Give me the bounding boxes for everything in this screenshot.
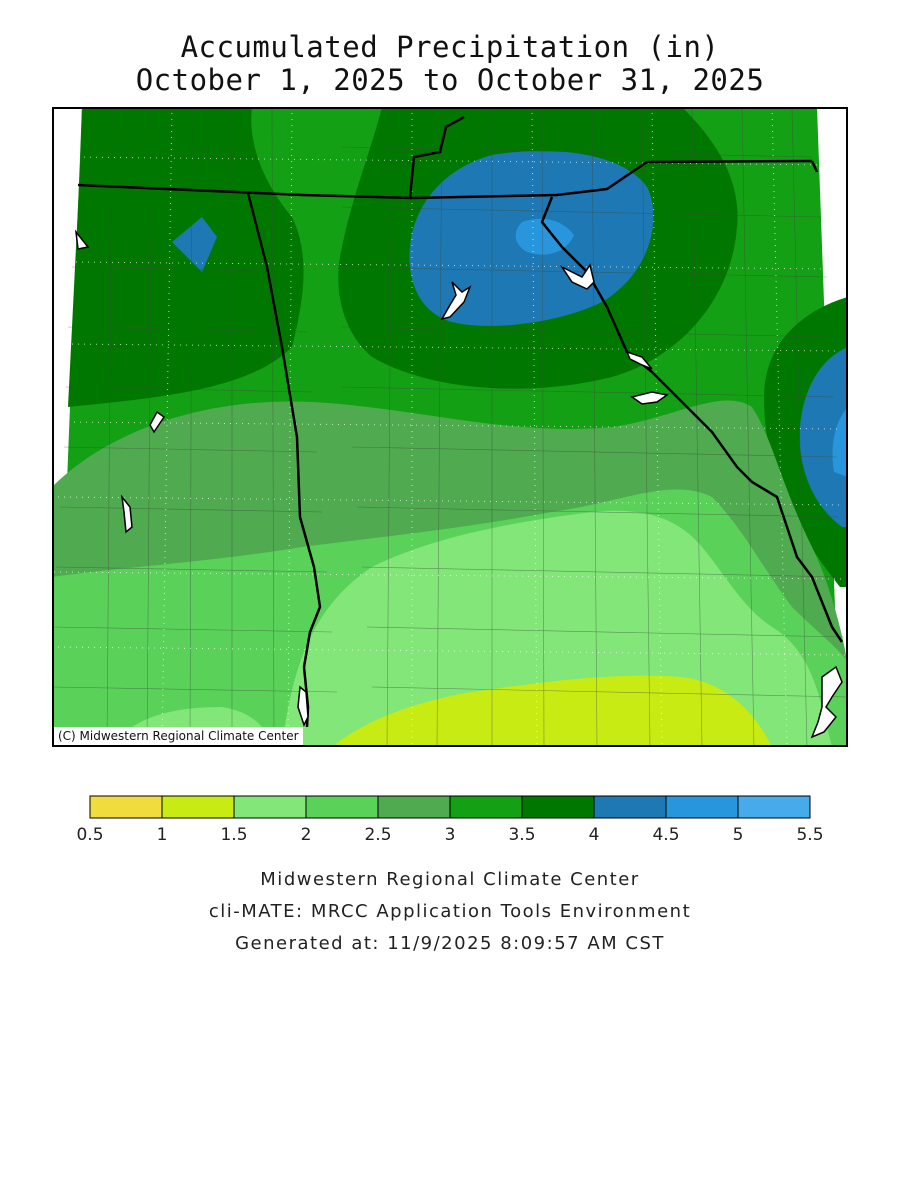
band-3.5to4-upper	[68, 107, 304, 407]
map-frame-border	[52, 107, 848, 747]
legend-swatches	[89, 795, 811, 819]
legend-tick-label: 5.5	[796, 825, 823, 845]
legend-tick-label: 1.5	[220, 825, 247, 845]
legend-tick-label: 4.5	[652, 825, 679, 845]
water-bodies	[74, 229, 843, 739]
legend-tick-label: 3.5	[508, 825, 535, 845]
legend-swatch-1-1.5	[161, 795, 235, 819]
legend-tick-label: 3	[445, 825, 456, 845]
legend-swatch-3.5-4	[521, 795, 595, 819]
legend-swatch-5-5.5	[737, 795, 811, 819]
legend-tick-label: 1	[157, 825, 168, 845]
lake-lanier	[559, 263, 595, 290]
ms-reservoir	[149, 410, 166, 434]
map-date-range: October 1, 2025 to October 31, 2025	[135, 63, 765, 97]
state-border-ky-tn	[408, 115, 465, 198]
county-lines	[52, 107, 848, 747]
mobile-bay	[297, 685, 309, 727]
legend-swatch-2-2.5	[305, 795, 379, 819]
map-title: Accumulated Precipitation (in)	[180, 30, 720, 64]
legend-tick-label: 5	[733, 825, 744, 845]
precipitation-map	[52, 107, 848, 747]
band-4to4.5-west	[172, 217, 217, 272]
legend-swatch-3-3.5	[449, 795, 523, 819]
state-border-ms-al	[246, 192, 322, 728]
ark-notch	[74, 229, 90, 250]
legend-tick-label: 2	[301, 825, 312, 845]
footer-tool: cli-MATE: MRCC Application Tools Environ…	[208, 901, 692, 922]
footer-timestamp: Generated at: 11/9/2025 8:09:57 AM CST	[235, 933, 665, 954]
band-4.5to5-east	[832, 407, 848, 477]
footer-org: Midwestern Regional Climate Center	[260, 869, 640, 890]
color-legend: 0.5 1 1.5 2 2.5 3 3.5 4 4.5 5 5.5	[0, 790, 900, 850]
lake-hartwell	[625, 350, 653, 370]
band-4to4.5-east	[799, 347, 848, 527]
legend-swatch-4.5-5	[665, 795, 739, 819]
state-border-tn-south	[77, 159, 813, 200]
state-border-sc	[810, 160, 819, 173]
legend-swatch-4-4.5	[593, 795, 667, 819]
coast-ne	[810, 665, 843, 739]
legend-tick-label: 2.5	[364, 825, 391, 845]
legend-swatch-2.5-3	[377, 795, 451, 819]
band-1to1.5	[332, 675, 772, 747]
lake-seminole	[630, 391, 669, 405]
legend-swatch-0.5-1	[89, 795, 163, 819]
ms-ross-barnett	[120, 494, 133, 534]
legend-ticks: 0.5 1 1.5 2 2.5 3 3.5 4 4.5 5 5.5	[76, 825, 823, 845]
lake-tn-river	[440, 281, 472, 321]
legend-tick-label: 4	[589, 825, 600, 845]
copyright-label: (C) Midwestern Regional Climate Center	[54, 727, 303, 745]
legend-tick-label: 0.5	[76, 825, 103, 845]
lat-lon-graticule	[52, 107, 848, 747]
legend-swatch-1.5-2	[233, 795, 307, 819]
precipitation-field	[52, 107, 848, 747]
